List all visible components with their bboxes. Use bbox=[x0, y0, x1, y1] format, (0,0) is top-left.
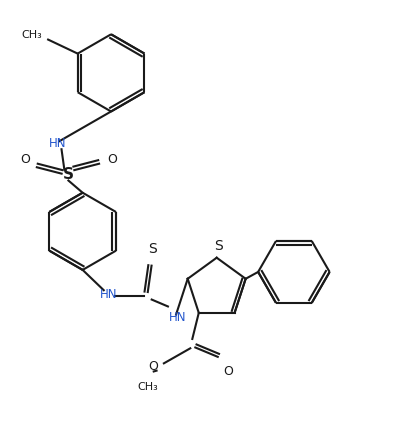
Text: S: S bbox=[148, 242, 157, 256]
Text: O: O bbox=[149, 360, 159, 373]
Text: CH₃: CH₃ bbox=[21, 30, 42, 40]
Text: S: S bbox=[63, 167, 74, 182]
Text: CH₃: CH₃ bbox=[137, 381, 158, 392]
Text: S: S bbox=[214, 239, 223, 253]
Text: HN: HN bbox=[100, 288, 117, 301]
Text: O: O bbox=[107, 153, 117, 166]
Text: O: O bbox=[223, 365, 233, 378]
Text: HN: HN bbox=[169, 311, 186, 325]
Text: O: O bbox=[20, 153, 30, 166]
Text: HN: HN bbox=[49, 138, 67, 151]
